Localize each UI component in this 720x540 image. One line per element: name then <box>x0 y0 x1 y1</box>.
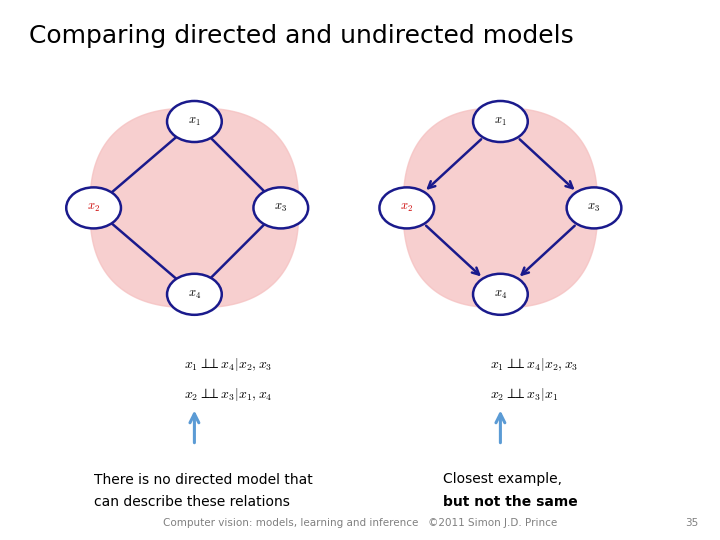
Circle shape <box>473 101 528 142</box>
Text: $x_3$: $x_3$ <box>274 201 287 214</box>
Text: Closest example,: Closest example, <box>443 472 562 487</box>
Circle shape <box>66 187 121 228</box>
Circle shape <box>167 274 222 315</box>
Text: $x_1$: $x_1$ <box>188 115 201 128</box>
Circle shape <box>473 274 528 315</box>
Text: $x_2$: $x_2$ <box>87 201 100 214</box>
Text: $x_4$: $x_4$ <box>494 288 507 301</box>
Circle shape <box>379 187 434 228</box>
Text: 35: 35 <box>685 518 698 528</box>
Circle shape <box>567 187 621 228</box>
Circle shape <box>253 187 308 228</box>
Text: $x_2 \perp\!\!\!\perp x_3|x_1$: $x_2 \perp\!\!\!\perp x_3|x_1$ <box>490 386 558 403</box>
Text: $x_1$: $x_1$ <box>494 115 507 128</box>
Text: can describe these relations: can describe these relations <box>94 495 289 509</box>
Polygon shape <box>403 108 598 308</box>
Text: $x_1 \perp\!\!\!\perp x_4|x_2, x_3$: $x_1 \perp\!\!\!\perp x_4|x_2, x_3$ <box>184 356 272 373</box>
Polygon shape <box>90 108 299 308</box>
Text: but not the same: but not the same <box>443 495 577 509</box>
Text: There is no directed model that: There is no directed model that <box>94 472 312 487</box>
Text: $x_3$: $x_3$ <box>588 201 600 214</box>
Text: $x_1 \perp\!\!\!\perp x_4|x_2, x_3$: $x_1 \perp\!\!\!\perp x_4|x_2, x_3$ <box>490 356 578 373</box>
Text: $x_2$: $x_2$ <box>400 201 413 214</box>
Text: Computer vision: models, learning and inference   ©2011 Simon J.D. Prince: Computer vision: models, learning and in… <box>163 518 557 528</box>
Text: Comparing directed and undirected models: Comparing directed and undirected models <box>29 24 574 48</box>
Text: $x_2 \perp\!\!\!\perp x_3|x_1, x_4$: $x_2 \perp\!\!\!\perp x_3|x_1, x_4$ <box>184 386 272 403</box>
Circle shape <box>167 101 222 142</box>
Text: $x_4$: $x_4$ <box>188 288 201 301</box>
